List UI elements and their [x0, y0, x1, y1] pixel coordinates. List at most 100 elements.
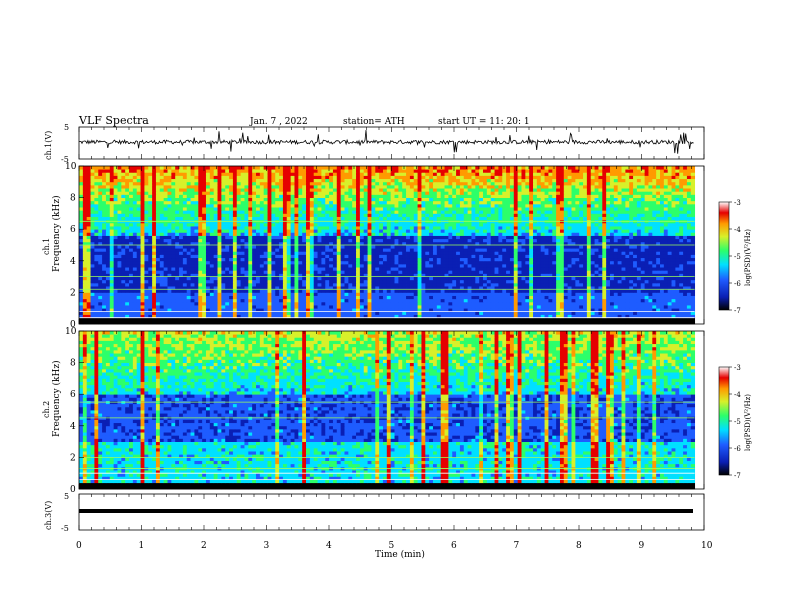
spectrogram-cell: [498, 289, 503, 293]
spectrogram-cell: [348, 267, 353, 271]
spectrogram-cell: [132, 295, 138, 300]
spectrogram-cell: [321, 311, 326, 315]
spectrogram-cell: [463, 260, 469, 265]
spectrogram-cell: [417, 289, 422, 293]
spectrogram-cell: [583, 267, 588, 271]
spectrogram-cell: [440, 245, 445, 249]
spectrogram-cell: [475, 257, 480, 262]
spectrogram-cell: [432, 235, 438, 240]
spectrogram-cell: [467, 270, 472, 274]
spectrogram-cell: [644, 251, 649, 255]
spectrogram-cell: [336, 226, 342, 230]
spectrogram-cell: [409, 276, 415, 281]
spectrogram-cell: [590, 282, 595, 287]
spectrogram-cell: [521, 320, 526, 325]
spectrogram-cell: [479, 245, 484, 249]
spectrogram-cell: [617, 267, 622, 271]
spectrogram-cell: [671, 257, 676, 262]
spectrogram-cell: [494, 251, 499, 255]
spectrogram-cell: [117, 314, 122, 319]
spectrogram-cell: [263, 245, 268, 249]
spectrogram-cell: [421, 301, 426, 306]
spectrogram-cell: [182, 235, 188, 240]
spectrogram-cell: [486, 320, 492, 325]
spectrogram-cell: [406, 311, 411, 315]
spectrogram-cell: [144, 279, 149, 284]
spectrogram-cell: [363, 229, 368, 233]
spectrogram-cell: [679, 251, 684, 255]
spectrogram-cell: [402, 267, 407, 271]
spectrogram-cell: [486, 311, 492, 315]
spectrogram-cell: [390, 292, 395, 296]
spectrogram-cell: [221, 311, 226, 315]
spectrogram-cell: [271, 311, 276, 315]
spectrogram-cell: [594, 289, 599, 293]
spectrogram-cell: [179, 279, 184, 284]
spectrogram-cell: [471, 241, 476, 246]
spectrogram-cell: [132, 254, 138, 259]
spectrogram-cell: [483, 292, 488, 296]
spectrogram-cell: [244, 305, 249, 309]
spectrogram-cell: [267, 298, 272, 303]
spectrogram-cell: [325, 289, 330, 293]
spectrogram-cell: [575, 273, 580, 277]
spectrogram-cell: [279, 254, 284, 259]
spectrogram-cell: [217, 238, 222, 243]
spectrogram-cell: [448, 276, 453, 281]
spectrogram-cell: [483, 245, 488, 249]
spectrogram-cell: [129, 229, 134, 233]
spectrogram-cell: [521, 251, 526, 255]
spectrogram-cell: [282, 317, 288, 322]
spectrogram-cell: [302, 238, 307, 243]
spectrogram-cell: [594, 235, 599, 240]
spectrogram-cell: [660, 267, 665, 271]
spectrogram-cell: [202, 292, 207, 296]
spectrogram-cell: [382, 298, 388, 303]
spectrogram-cell: [621, 295, 626, 300]
spectrogram-cell: [113, 295, 118, 300]
spectrogram-cell: [302, 226, 307, 230]
spectrogram-cell: [579, 248, 584, 252]
spectrogram-cell: [140, 311, 145, 315]
spectrogram-cell: [140, 263, 145, 268]
spectrogram-cell: [663, 292, 669, 296]
spectrogram-cell: [394, 276, 399, 281]
spectrogram-cell: [336, 273, 342, 277]
spectrogram-cell: [617, 238, 622, 243]
spectrogram-cell: [267, 226, 272, 230]
spectrogram-cell: [456, 298, 461, 303]
spectrogram-cell: [282, 260, 288, 265]
spectrogram-cell: [660, 308, 665, 312]
spectrogram-cell: [571, 282, 576, 287]
spectrogram-cell: [621, 254, 626, 259]
spectrogram-cell: [132, 235, 138, 240]
spectrogram-cell: [440, 232, 445, 236]
spectrogram-cell: [121, 241, 126, 246]
spectrogram-cell: [336, 251, 342, 255]
spectrogram-cell: [444, 245, 449, 249]
spectrogram-cell: [213, 308, 218, 312]
spectrogram-cell: [521, 301, 526, 306]
spectrogram-cell: [483, 301, 488, 306]
spectrogram-cell: [559, 254, 565, 259]
spectrogram-cell: [367, 317, 372, 322]
spectrogram-cell: [129, 226, 134, 230]
spectrogram-cell: [375, 257, 380, 262]
spectrogram-cell: [448, 286, 453, 290]
spectrogram-cell: [90, 232, 95, 236]
spectrogram-cell: [475, 229, 480, 233]
spectrogram-cell: [409, 229, 415, 233]
spectrogram-cell: [105, 286, 111, 290]
spectrogram-cell: [467, 298, 472, 303]
spectrogram-cell: [352, 257, 357, 262]
spectrogram-cell: [390, 235, 395, 240]
spectrogram-cell: [440, 282, 445, 287]
spectrogram-cell: [86, 305, 91, 309]
spectrogram-cell: [483, 308, 488, 312]
spectrogram-cell: [417, 298, 422, 303]
spectrogram-cell: [329, 320, 334, 325]
spectrogram-cell: [517, 320, 522, 325]
spectrogram-cell: [86, 254, 91, 259]
spectrogram-cell: [432, 229, 438, 233]
spectrogram-cell: [229, 292, 234, 296]
